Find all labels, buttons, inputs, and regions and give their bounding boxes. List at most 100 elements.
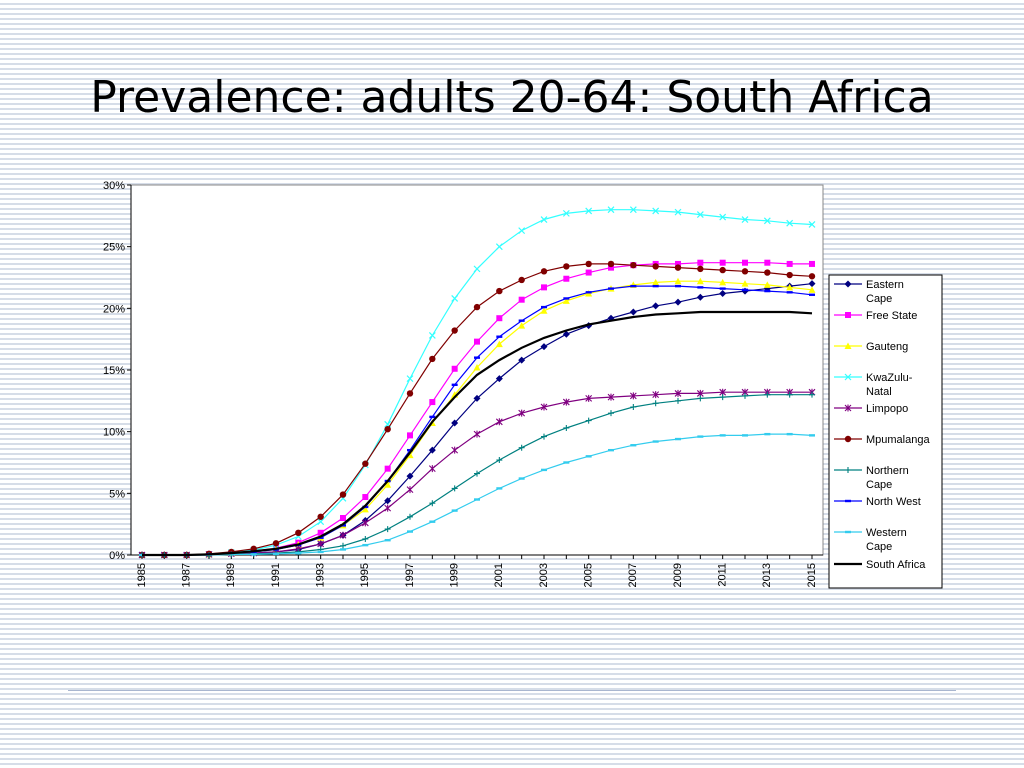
data-point xyxy=(786,432,793,436)
data-point xyxy=(362,543,369,547)
footer-divider xyxy=(68,690,956,691)
data-point xyxy=(742,259,748,266)
data-point xyxy=(428,332,436,339)
data-point xyxy=(295,551,302,555)
data-point xyxy=(496,315,503,322)
x-tick-label: 1997 xyxy=(404,563,416,587)
data-point xyxy=(719,259,726,266)
legend-label: Free State xyxy=(866,310,917,322)
data-point xyxy=(295,529,302,536)
legend-label: Western Cape xyxy=(866,527,907,553)
data-point xyxy=(384,504,392,512)
legend-entry-western-cape: Western Cape xyxy=(834,527,907,553)
legend-marker xyxy=(845,530,851,534)
data-point xyxy=(809,434,815,437)
data-point xyxy=(764,432,771,436)
data-point xyxy=(340,515,346,521)
legend-entry-gauteng: Gauteng xyxy=(834,341,908,353)
data-point xyxy=(741,280,749,287)
data-point xyxy=(473,364,481,371)
legend-label: Eastern Cape xyxy=(866,279,904,305)
y-tick-label: 20% xyxy=(103,303,125,315)
data-point xyxy=(451,446,459,454)
data-point xyxy=(496,335,503,338)
data-point xyxy=(362,535,369,542)
slide-title: Prevalence: adults 20-64: South Africa xyxy=(90,72,934,123)
data-point xyxy=(675,260,681,267)
y-tick-label: 30% xyxy=(103,180,125,192)
data-point xyxy=(451,509,458,512)
data-point xyxy=(742,392,748,399)
data-point xyxy=(540,268,548,275)
data-point xyxy=(473,265,481,273)
data-point xyxy=(407,530,413,533)
y-tick-label: 10% xyxy=(103,427,125,439)
data-point xyxy=(652,284,659,288)
legend-marker xyxy=(844,435,852,443)
data-point xyxy=(585,207,593,215)
data-point xyxy=(541,305,547,309)
data-point xyxy=(764,289,771,293)
data-point xyxy=(809,260,815,267)
data-point xyxy=(495,375,503,383)
data-point xyxy=(786,260,793,267)
data-point xyxy=(384,539,391,542)
data-point xyxy=(697,286,704,289)
legend-label: South Africa xyxy=(866,559,926,571)
data-point xyxy=(652,278,660,286)
data-point xyxy=(384,497,392,505)
data-point xyxy=(474,470,480,477)
data-point xyxy=(428,465,436,473)
data-point xyxy=(674,389,682,397)
data-point xyxy=(406,390,414,397)
data-point xyxy=(719,287,726,290)
data-point xyxy=(585,260,592,268)
data-point xyxy=(518,296,525,303)
data-point xyxy=(406,486,414,494)
data-point xyxy=(630,444,637,447)
legend-entry-mpumalanga: Mpumalanga xyxy=(834,434,930,446)
data-point xyxy=(518,444,525,451)
legend-label: North West xyxy=(866,496,921,508)
data-point xyxy=(473,430,481,438)
data-point xyxy=(719,266,726,274)
legend-entry-limpopo: Limpopo xyxy=(834,403,908,415)
legend-marker xyxy=(844,280,852,288)
data-point xyxy=(518,319,525,322)
data-point xyxy=(563,297,570,300)
data-point xyxy=(361,519,369,527)
data-point xyxy=(451,485,458,492)
data-point xyxy=(496,487,503,490)
data-point xyxy=(518,322,526,329)
y-tick-label: 0% xyxy=(109,550,125,562)
legend-label: Limpopo xyxy=(866,403,908,415)
data-point xyxy=(451,419,459,427)
data-point xyxy=(697,259,704,266)
data-point xyxy=(719,278,727,286)
data-point xyxy=(406,472,414,480)
data-point xyxy=(407,513,413,520)
legend-label: Gauteng xyxy=(866,341,908,353)
legend-marker xyxy=(844,404,852,412)
x-tick-label: 1995 xyxy=(359,563,371,587)
legend-marker xyxy=(845,499,851,503)
data-point xyxy=(429,399,436,406)
legend-marker xyxy=(845,467,851,473)
data-point xyxy=(518,276,525,284)
data-point xyxy=(496,457,503,464)
data-point xyxy=(474,356,480,359)
data-point xyxy=(451,365,458,372)
data-point xyxy=(562,330,570,338)
y-tick-label: 15% xyxy=(103,365,125,377)
x-tick-label: 1999 xyxy=(449,563,461,587)
data-point xyxy=(407,432,413,439)
data-point xyxy=(384,526,391,533)
data-point xyxy=(742,434,748,437)
x-tick-label: 1991 xyxy=(270,563,282,587)
data-point xyxy=(340,548,346,551)
data-point xyxy=(608,264,614,271)
legend-marker xyxy=(844,342,852,349)
data-point xyxy=(317,550,324,554)
data-point xyxy=(808,221,816,228)
